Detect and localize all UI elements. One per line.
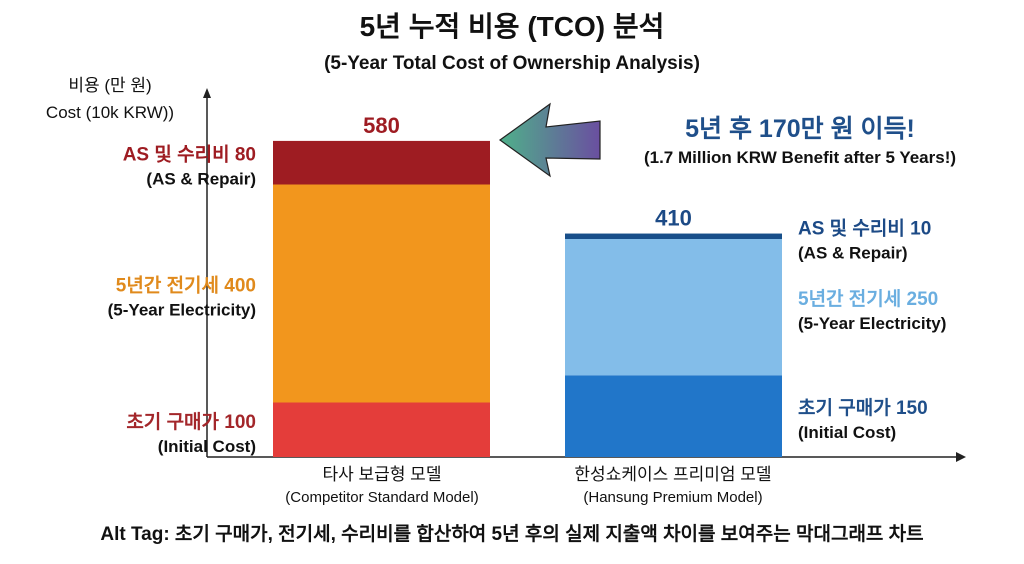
x-tick-label-hansung: 한성쇼케이스 프리미엄 모델 <box>574 465 771 484</box>
segment-label-electricity: 5년간 전기세 250 <box>798 288 938 310</box>
benefit-annotation-en: (1.7 Million KRW Benefit after 5 Years!) <box>644 148 956 167</box>
segment-label-as-repair-en: (AS & Repair) <box>798 243 908 262</box>
benefit-arrow-icon <box>498 102 601 178</box>
caption: Alt Tag: 초기 구매가, 전기세, 수리비를 합산하여 5년 후의 실제… <box>100 523 923 545</box>
segment-label-electricity: 5년간 전기세 400 <box>116 275 256 297</box>
y-axis-label-ko: 비용 (만 원) <box>68 76 151 95</box>
segment-label-electricity-en: (5-Year Electricity) <box>798 314 946 333</box>
bar-1-segment-as-repair <box>565 233 782 239</box>
bar-0-segment-electricity <box>273 184 490 403</box>
segment-label-as-repair-en: (AS & Repair) <box>146 170 256 189</box>
bar-0-segment-as-repair <box>273 140 490 185</box>
bar-total-label: 410 <box>655 206 692 231</box>
segment-label-initial-cost-en: (Initial Cost) <box>158 437 256 456</box>
segment-label-as-repair: AS 및 수리비 80 <box>123 144 256 166</box>
bar-0-segment-initial-cost <box>273 402 490 457</box>
segment-label-initial-cost: 초기 구매가 100 <box>126 411 256 433</box>
x-tick-label-hansung-en: (Hansung Premium Model) <box>583 489 762 506</box>
segment-label-as-repair: AS 및 수리비 10 <box>798 217 931 239</box>
segment-label-initial-cost-en: (Initial Cost) <box>798 423 896 442</box>
segment-label-electricity-en: (5-Year Electricity) <box>108 301 256 320</box>
y-axis-label-en: Cost (10k KRW)) <box>46 103 174 122</box>
x-tick-label-competitor: 타사 보급형 모델 <box>323 465 442 484</box>
bar-1-segment-initial-cost <box>565 375 782 457</box>
x-axis-arrowhead <box>956 452 966 462</box>
benefit-annotation: 5년 후 170만 원 이득! <box>685 115 915 143</box>
y-axis-arrowhead <box>203 88 211 98</box>
x-tick-label-competitor-en: (Competitor Standard Model) <box>285 489 478 506</box>
segment-label-initial-cost: 초기 구매가 150 <box>798 397 928 419</box>
bar-total-label: 580 <box>363 113 400 138</box>
chart-title: 5년 누적 비용 (TCO) 분석 <box>360 11 665 42</box>
bar-1-segment-electricity <box>565 239 782 376</box>
chart-subtitle: (5-Year Total Cost of Ownership Analysis… <box>324 53 700 74</box>
